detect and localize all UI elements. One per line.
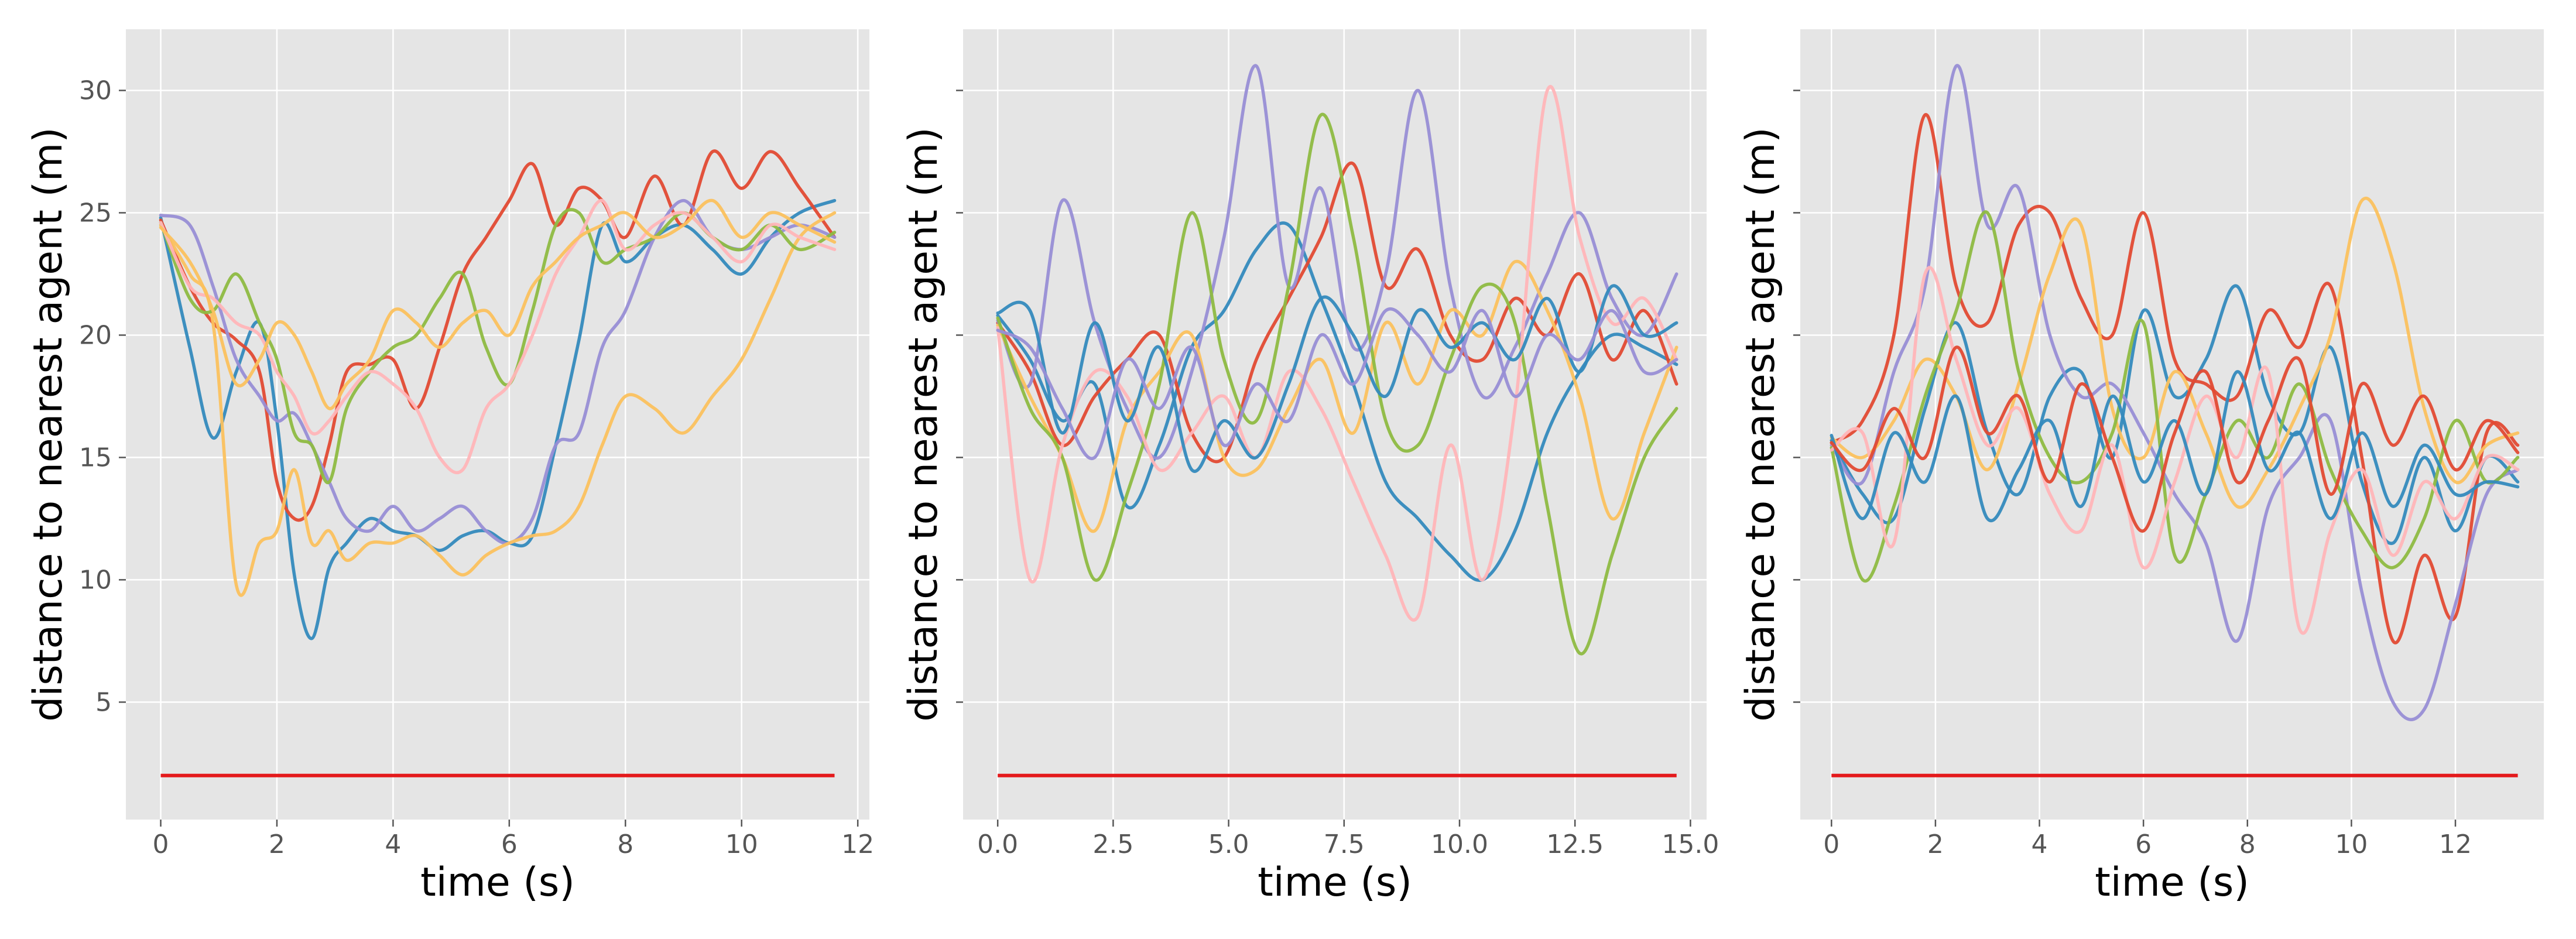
y-axis-label: distance to nearest agent (m): [25, 127, 71, 722]
y-tick-label: 20: [79, 320, 112, 350]
series-line-8: [996, 307, 1678, 460]
x-tick-label: 10.0: [1431, 830, 1488, 859]
y-axis-label: distance to nearest agent (m): [900, 127, 947, 722]
x-tick-label: 4: [385, 830, 401, 859]
x-axis-label: time (s): [2095, 859, 2249, 906]
x-tick-label: 8: [617, 830, 633, 859]
x-axis-label: time (s): [420, 859, 575, 906]
y-tick-label: 10: [79, 565, 112, 595]
chart-panel-2: 0.0 2.5 5.0 7.5 10.0 12.5 15.0 time (s) distance…: [900, 29, 1719, 906]
series-line-2: [996, 161, 1678, 464]
x-tick-label: 15.0: [1662, 830, 1719, 859]
series-group: [996, 64, 1678, 656]
plot-area: [126, 29, 869, 820]
series-group: [159, 149, 837, 640]
series-line-3: [159, 198, 837, 545]
x-tick-label: 6: [501, 830, 518, 859]
x-tick-label: 5.0: [1208, 830, 1249, 859]
x-axis-label: time (s): [1258, 859, 1412, 906]
plot-area: [1800, 29, 2544, 820]
x-tick-label: 4: [2032, 830, 2048, 859]
plot-area: [963, 29, 1707, 820]
series-line-5: [996, 112, 1678, 656]
series-line-6: [1830, 266, 2520, 635]
series-line-2: [159, 149, 837, 522]
series-line-6: [996, 85, 1678, 622]
x-tick-label: 6: [2135, 830, 2152, 859]
x-tick-label: 0: [1823, 830, 1839, 859]
series-line-3: [1830, 64, 2520, 721]
x-tick-label: 8: [2239, 830, 2256, 859]
series-line-7: [996, 284, 1678, 473]
x-tick-label: 2: [1927, 830, 1944, 859]
x-tick-label: 0: [153, 830, 169, 859]
x-tick-label: 10: [725, 830, 758, 859]
x-tick-label: 12.5: [1546, 830, 1604, 859]
x-tick-label: 2: [269, 830, 285, 859]
y-tick-label: 25: [79, 198, 112, 228]
series-line-4: [159, 211, 837, 597]
series-line-7: [159, 198, 837, 410]
x-tick-label: 10: [2335, 830, 2368, 859]
chart-panel-3: 0 2 4 6 8 10 12 time (s) distance to nearest age…: [1738, 29, 2544, 906]
y-tick-label: 15: [79, 443, 112, 472]
x-tick-label: 7.5: [1324, 830, 1365, 859]
y-tick-label: 5: [95, 687, 112, 717]
series-line-2: [1830, 113, 2520, 645]
x-tick-label: 12: [2439, 830, 2472, 859]
series-line-6: [159, 198, 837, 475]
series-line-4: [996, 259, 1678, 533]
x-tick-label: 12: [841, 830, 874, 859]
series-line-8: [1830, 345, 2520, 533]
series-line-5: [1830, 210, 2520, 583]
series-line-7: [1830, 370, 2520, 522]
x-tick-label: 2.5: [1092, 830, 1133, 859]
x-tick-label: 0.0: [977, 830, 1018, 859]
y-tick-label: 30: [79, 76, 112, 105]
series-group: [1830, 64, 2520, 721]
chart-panel-1: 0 2 4 6 8 10 12 5 10 15 20 25 30 time (s) distance to …: [25, 29, 874, 906]
y-axis-label: distance to nearest agent (m): [1738, 127, 1784, 722]
